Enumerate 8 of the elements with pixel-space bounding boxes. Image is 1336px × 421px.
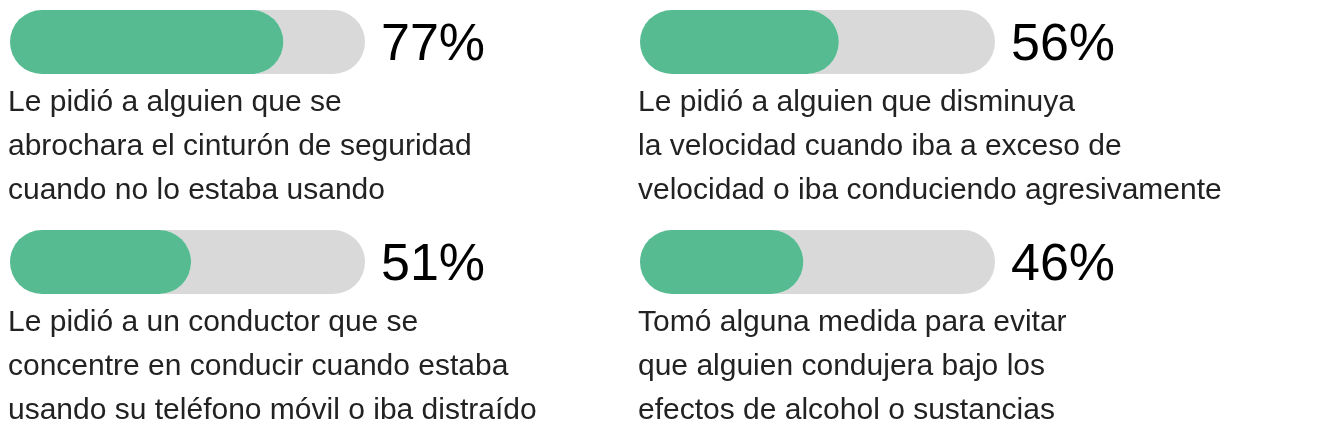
y-tick-label: Le pidió a alguien que disminuya la velocidad cuando iba a exceso de velocidad o iba conduciendo agresivamente [638,84,1222,205]
data-label: 46% [1011,233,1116,291]
data-label: 77% [381,13,486,71]
data-label: 51% [381,233,486,291]
data-label: 56% [1011,13,1116,71]
y-tick-label: Le pidió a alguien que se abrochara el cinturón de seguridad cuando no lo estaba usando [8,84,472,205]
y-tick-label: Tomó alguna medida para evitar que alguien condujera bajo los efectos de alcohol o sustancias [638,304,1067,421]
y-tick-label: Le pidió a un conductor que se concentre en conducir cuando estaba usando su teléfono móvil o iba distraído [8,304,537,421]
